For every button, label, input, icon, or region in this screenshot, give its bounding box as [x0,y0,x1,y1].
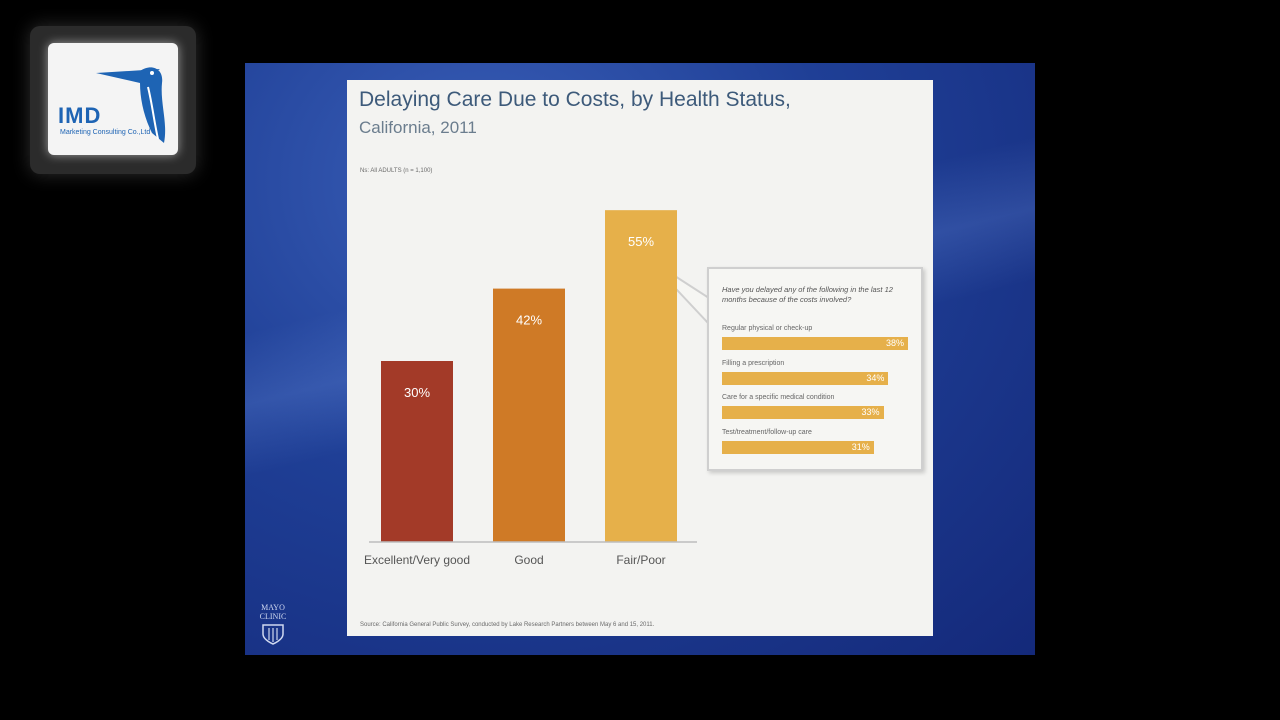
callout-bar: 38% [722,337,908,350]
mayo-logo-line-1: MAYO [261,603,285,612]
callout-bar-value: 33% [861,407,880,417]
bar [605,210,677,542]
callout-bar: 34% [722,372,889,385]
bar-value-label: 55% [628,234,654,249]
x-tick-label: Fair/Poor [616,553,665,567]
x-tick-label: Excellent/Very good [364,553,470,567]
callout-question: Have you delayed any of the following in… [722,285,893,304]
logo-badge: IMD Marketing Consulting Co.,Ltd [30,26,196,174]
chart-subtitle: California, 2011 [359,118,477,137]
bar [381,361,453,542]
callout-item-label: Regular physical or check-up [722,325,813,332]
imd-logo: IMD Marketing Consulting Co.,Ltd [48,43,178,155]
callout-bar-value: 34% [866,373,885,383]
sample-note: Ns: All ADULTS (n = 1,100) [360,168,433,174]
callout-item: Regular physical or check-up 38% [722,325,908,350]
slide-content-panel: Delaying Care Due to Costs, by Health St… [347,80,933,636]
presentation-slide: MAYO CLINIC Delaying Care Due to Costs, … [245,63,1035,655]
callout-item: Filling a prescription 34% [722,360,889,385]
callout-bar-value: 38% [885,338,904,348]
logo-name: IMD [58,103,102,128]
chart-title: Delaying Care Due to Costs, by Health St… [359,88,791,111]
callout-item: Care for a specific medical condition 33… [722,394,884,419]
bar-value-label: 30% [404,385,430,400]
source-note: Source: California General Public Survey… [360,622,655,628]
bar [493,288,565,542]
x-tick-label: Good [514,553,543,567]
callout-bar-value: 31% [851,442,870,452]
callout-box: Have you delayed any of the following in… [707,267,923,471]
mayo-logo-line-2: CLINIC [259,612,287,621]
mayo-shield-icon [262,624,284,645]
callout-item-label: Care for a specific medical condition [722,394,835,401]
callout-item-label: Filling a prescription [722,360,785,367]
bar-value-label: 42% [516,313,542,328]
kingfisher-bird-icon [96,67,166,143]
bar-chart: 30% Excellent/Very good 42% Good 55% Fair/Poo… [364,210,710,567]
callout-item: Test/treatment/follow-up care 31% [722,429,874,454]
callout-item-label: Test/treatment/follow-up care [722,429,812,436]
logo-tagline: Marketing Consulting Co.,Ltd [60,129,151,136]
callout-bar: 33% [722,406,884,419]
mayo-clinic-logo: MAYO CLINIC [253,603,293,647]
callout-bar: 31% [722,441,874,454]
